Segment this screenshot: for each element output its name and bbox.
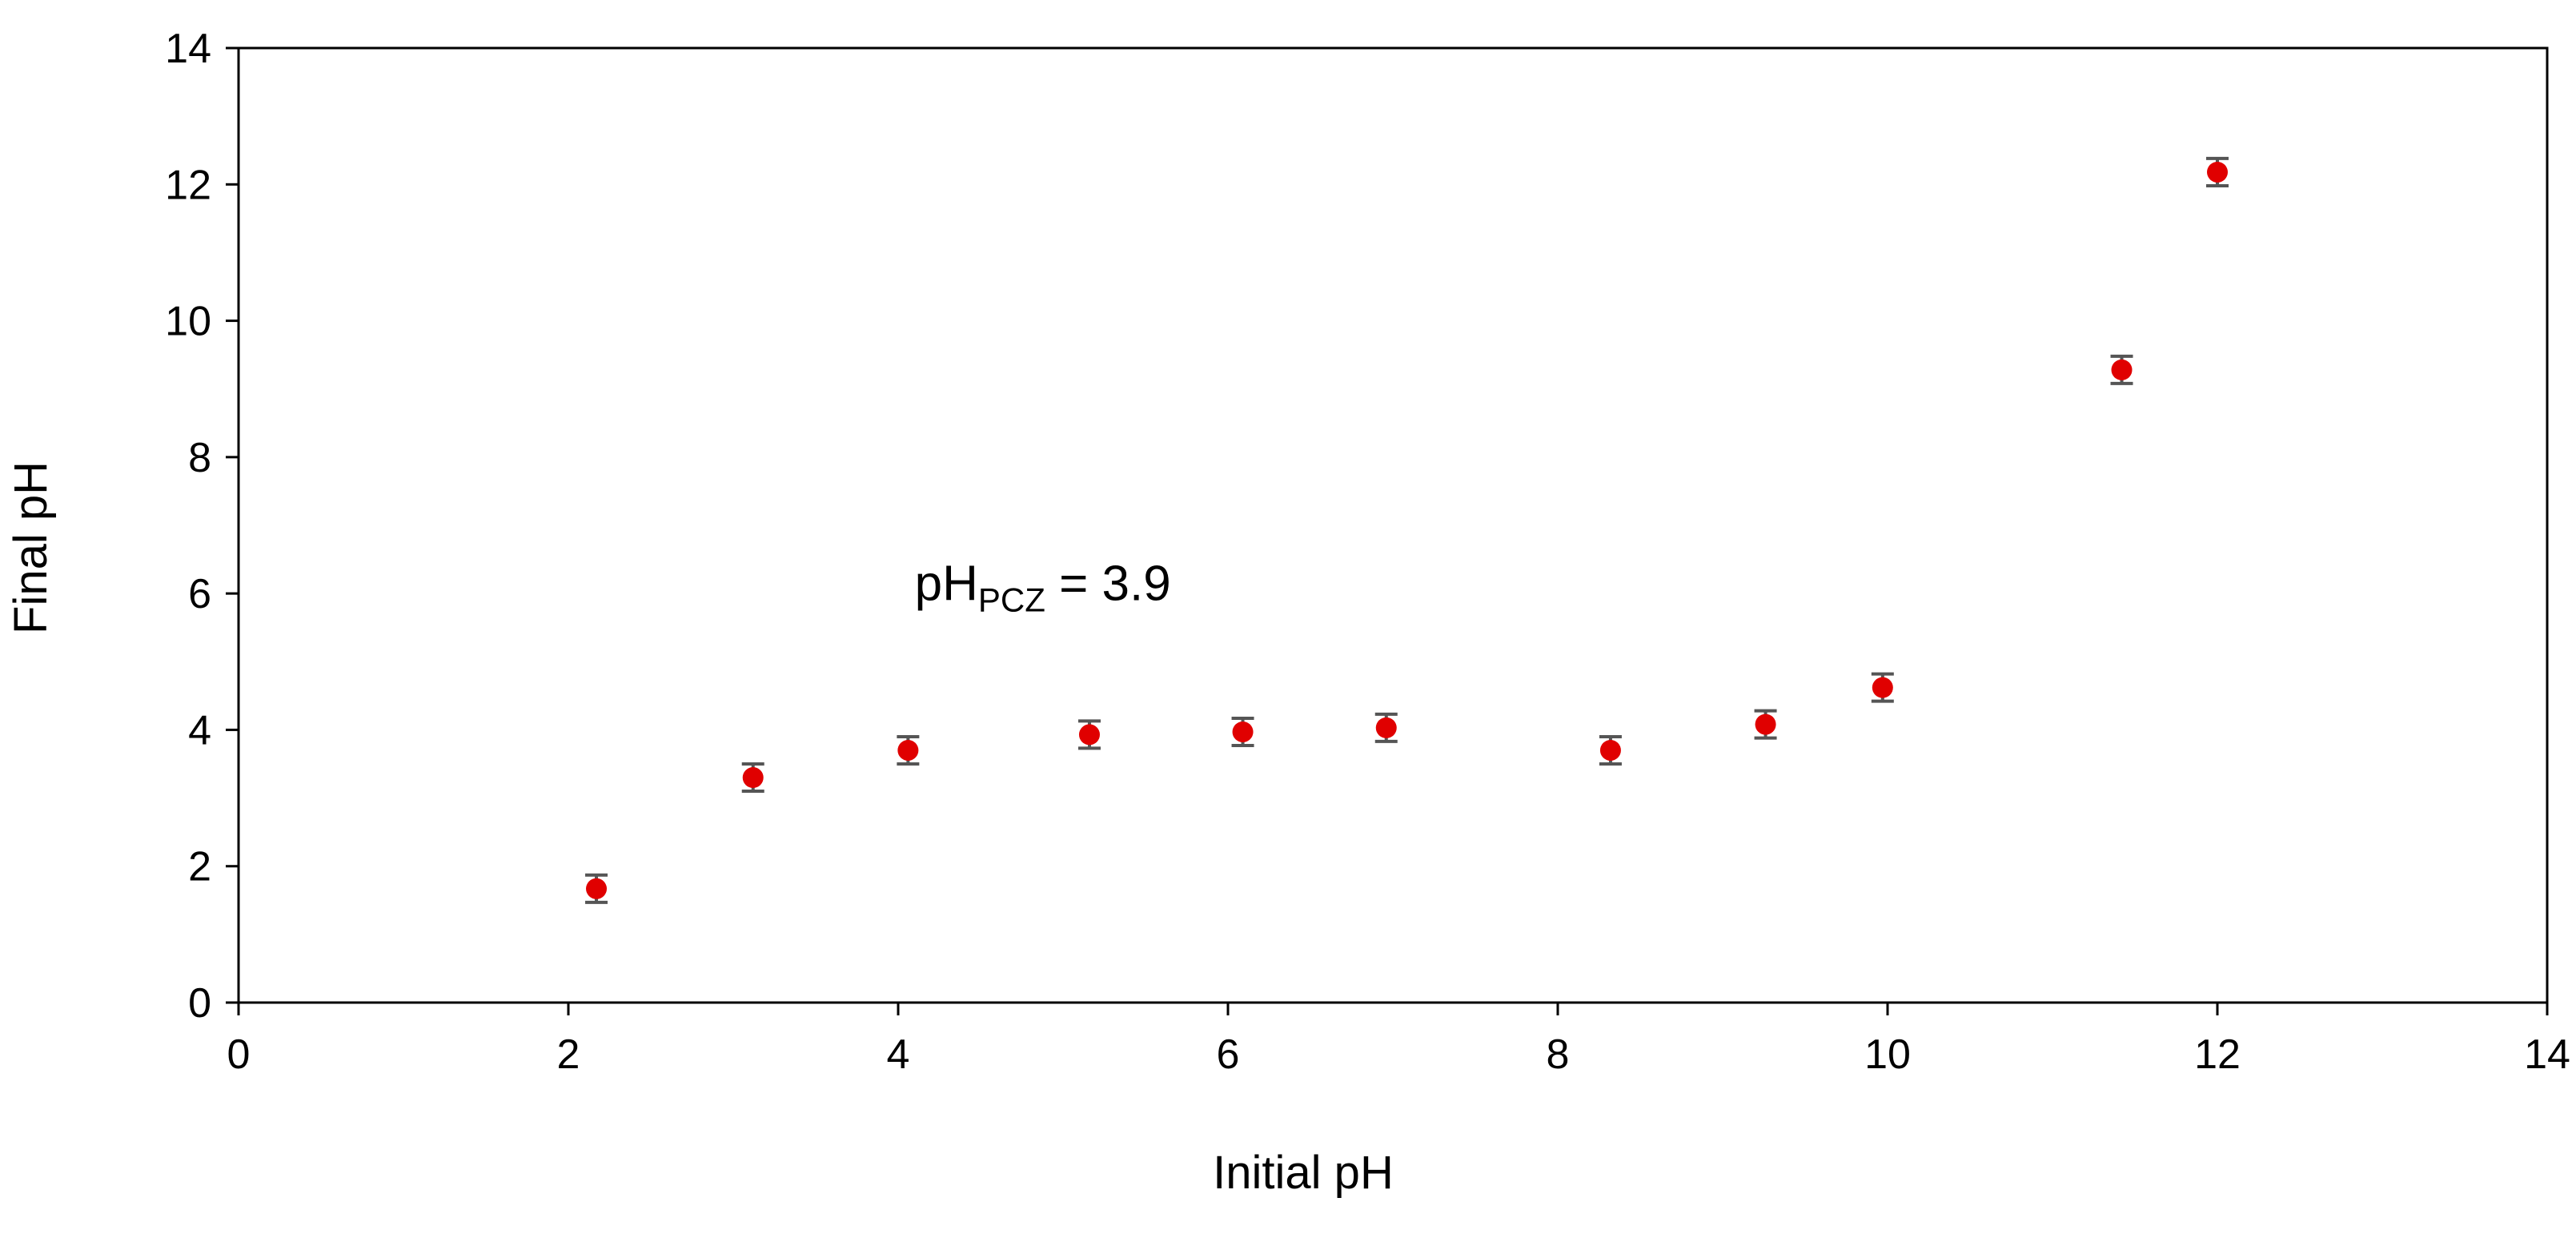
data-points xyxy=(586,161,2228,899)
data-point xyxy=(897,739,919,761)
y-tick-label: 14 xyxy=(165,26,211,72)
y-tick-label: 6 xyxy=(188,571,211,617)
ticks: 0 2 4 6 8 10 12 14 0 2 4 6 8 10 12 14 xyxy=(165,26,2570,1078)
y-tick-label: 8 xyxy=(188,435,211,481)
error-bars xyxy=(585,156,2229,904)
data-point xyxy=(742,767,764,789)
y-tick-label: 2 xyxy=(188,844,211,890)
x-tick-label: 2 xyxy=(557,1031,580,1078)
x-axis-title: Initial pH xyxy=(1213,1147,1394,1199)
data-point xyxy=(1599,739,1621,761)
data-point xyxy=(2207,161,2228,183)
x-tick-label: 12 xyxy=(2194,1031,2241,1078)
y-tick-label: 10 xyxy=(165,299,211,345)
y-axis-title: Final pH xyxy=(5,461,57,634)
data-point xyxy=(1755,713,1776,735)
x-tick-label: 8 xyxy=(1547,1031,1570,1078)
data-point xyxy=(586,878,608,899)
plot-area-frame xyxy=(237,46,2549,1004)
annotation-main: pH xyxy=(915,557,978,612)
y-tick-label: 12 xyxy=(165,162,211,208)
pzc-annotation: pHPCZ = 3.9 xyxy=(915,557,1171,619)
axes xyxy=(237,46,2549,1004)
data-point xyxy=(1078,724,1100,746)
x-tick-label: 10 xyxy=(1864,1031,1911,1078)
x-tick-label: 0 xyxy=(227,1031,251,1078)
data-point xyxy=(1375,717,1397,738)
x-tick-label: 4 xyxy=(887,1031,910,1078)
data-point xyxy=(2111,359,2133,380)
annotation-suffix: = 3.9 xyxy=(1045,557,1171,612)
data-point xyxy=(1232,721,1254,742)
annotation-subscript: PCZ xyxy=(978,581,1045,619)
x-tick-label: 14 xyxy=(2524,1031,2570,1078)
y-tick-label: 0 xyxy=(188,980,211,1027)
data-point xyxy=(1872,677,1893,698)
x-tick-label: 6 xyxy=(1217,1031,1240,1078)
y-tick-label: 4 xyxy=(188,707,211,754)
